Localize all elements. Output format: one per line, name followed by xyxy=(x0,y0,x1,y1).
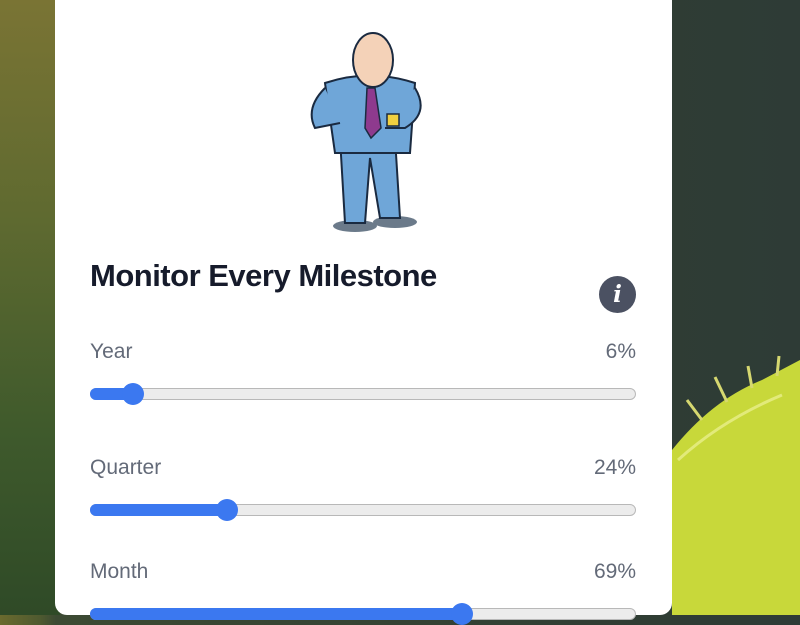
month-slider[interactable] xyxy=(90,603,636,625)
slider-label: Year xyxy=(90,340,133,363)
slider-value: 24% xyxy=(593,456,636,479)
card-title: Monitor Every Milestone xyxy=(90,258,437,293)
quarter-slider[interactable] xyxy=(90,499,636,521)
slider-thumb[interactable] xyxy=(451,603,474,625)
info-icon[interactable]: i xyxy=(599,276,636,313)
slider-fill xyxy=(90,608,462,620)
milestone-card: Monitor Every Milestone i Year 6% Quarte… xyxy=(55,0,672,625)
businessman-illustration xyxy=(310,32,422,232)
slider-label: Month xyxy=(90,560,149,583)
slider-value: 6% xyxy=(605,340,636,363)
slider-fill xyxy=(90,504,227,516)
slider-thumb[interactable] xyxy=(122,383,145,405)
slider-label: Quarter xyxy=(90,456,162,479)
background xyxy=(0,0,60,615)
slider-fill xyxy=(90,388,133,400)
slider-value: 69% xyxy=(593,560,636,583)
leaf-background-image xyxy=(672,355,800,615)
year-slider[interactable] xyxy=(90,383,636,405)
slider-thumb[interactable] xyxy=(216,499,239,521)
